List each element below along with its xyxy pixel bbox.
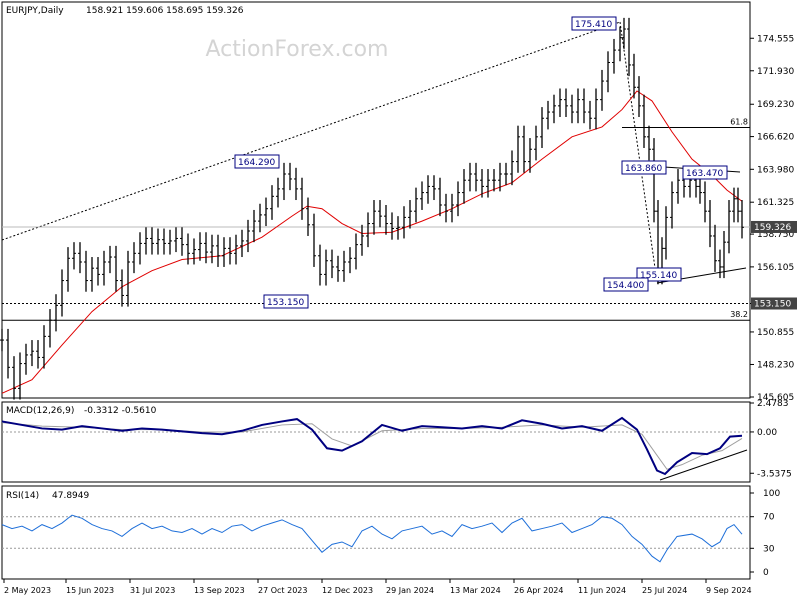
price-y-tick-label: 171.930 <box>757 67 794 77</box>
value-box <box>234 154 280 169</box>
dotted-trendline <box>1 21 621 241</box>
symbol-label: EURJPY,Daily <box>6 6 64 16</box>
macd-panel-frame <box>1 401 751 483</box>
fib-level-label: 61.8 <box>730 118 748 127</box>
price-panel: 174.555 171.930 169.230 166.620 163.980 161.3… <box>0 16 797 403</box>
rsi-y-tick-label: 30 <box>763 544 775 554</box>
macd-label: MACD(12,26,9) <box>6 406 74 416</box>
x-tick-label: 15 Jun 2023 <box>66 586 114 595</box>
x-tick-label: 25 Jul 2024 <box>642 586 687 595</box>
rsi-value: 47.8949 <box>52 491 89 501</box>
ohlc-values: 158.921 159.606 158.695 159.326 <box>86 6 244 16</box>
rsi-y-tick-label: 100 <box>763 489 780 499</box>
x-tick-label: 11 Jun 2024 <box>578 586 626 595</box>
value-box <box>571 16 617 31</box>
value-box <box>682 165 728 180</box>
value-box-label: 164.290 <box>238 158 275 168</box>
value-box-label: 153.150 <box>267 298 304 308</box>
value-box-label: 163.470 <box>686 169 723 179</box>
rsi-line <box>1 514 743 563</box>
x-tick-label: 9 Sep 2024 <box>706 586 752 595</box>
price-panel-frame <box>1 1 751 399</box>
watermark: ActionForex.com <box>206 37 389 62</box>
macd-y-tick-label: 0.00 <box>757 428 777 438</box>
rsi-y-tick-label: 70 <box>763 513 775 523</box>
value-box-label: 175.410 <box>575 20 612 30</box>
x-tick-label: 31 Jul 2023 <box>130 586 175 595</box>
price-y-tick-label: 163.980 <box>757 165 794 175</box>
x-tick-label: 26 Apr 2024 <box>514 586 563 595</box>
x-axis: 2 May 2023 15 Jun 2023 31 Jul 2023 13 Sep 2… <box>3 579 752 595</box>
value-box-label: 155.140 <box>640 271 677 281</box>
x-tick-label: 13 Sep 2023 <box>194 586 245 595</box>
price-y-tick-label: 158.750 <box>757 230 794 240</box>
axis-price-badge-label: 153.150 <box>754 300 791 310</box>
x-tick-label: 27 Oct 2023 <box>258 586 307 595</box>
x-tick-label: 12 Dec 2023 <box>322 586 373 595</box>
price-y-tick-label: 156.105 <box>757 263 794 273</box>
macd-values: -0.3312 -0.5610 <box>84 406 157 416</box>
price-y-tick-label: 166.620 <box>757 133 794 143</box>
macd-y-tick-label: 2.4783 <box>757 399 789 409</box>
rsi-y-tick-label: 0 <box>763 568 769 578</box>
macd-line <box>1 416 743 476</box>
rsi-label: RSI(14) <box>6 491 39 501</box>
axis-price-badge <box>751 220 797 233</box>
macd-panel: 2.4783 0.00 -3.5375 <box>1 399 792 481</box>
axis-price-badge-label: 159.326 <box>754 223 791 233</box>
price-y-tick-label: 161.325 <box>757 198 794 208</box>
price-y-tick-label: 148.230 <box>757 360 794 370</box>
x-tick-label: 2 May 2023 <box>4 586 51 595</box>
x-tick-label: 29 Jan 2024 <box>386 586 434 595</box>
price-y-tick-label: 169.230 <box>757 100 794 110</box>
macd-trendline <box>659 449 748 481</box>
price-y-tick-label: 174.555 <box>757 34 794 44</box>
axis-price-badge <box>751 297 797 310</box>
value-box <box>603 277 649 292</box>
moving-average-line <box>1 90 743 394</box>
value-box-label: 163.860 <box>625 164 662 174</box>
value-box-label: 154.400 <box>607 281 644 291</box>
price-y-tick-label: 145.605 <box>757 393 794 403</box>
value-box <box>263 294 309 309</box>
macd-y-tick-label: -3.5375 <box>757 469 792 479</box>
x-tick-label: 13 Mar 2024 <box>450 586 501 595</box>
price-y-tick-label: 150.855 <box>757 328 794 338</box>
fib-level-label: 38.2 <box>730 310 748 319</box>
value-box <box>621 160 667 175</box>
rsi-panel: 100 70 30 0 <box>1 489 780 578</box>
